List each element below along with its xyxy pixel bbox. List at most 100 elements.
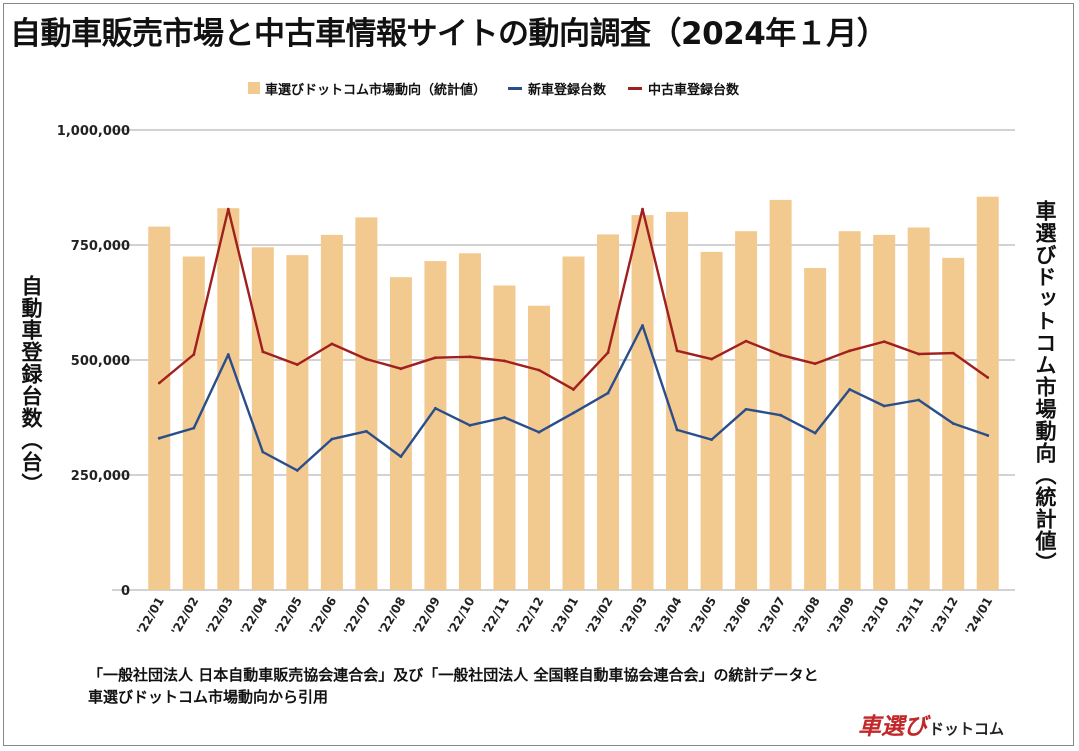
new-registrations-line-point [192,426,196,430]
new-registrations-line-point [779,413,783,417]
bar [804,268,827,590]
used-registrations-line-point [641,207,644,211]
legend-label-new: 新車登録台数 [528,82,607,98]
x-tick-label: '22/11 [479,595,512,638]
chart-title: 自動車販売市場と中古車情報サイトの動向調査（2024年１月） [10,16,888,52]
new-registrations-line-point [364,429,368,433]
bar [631,215,654,590]
x-tick-label: '22/09 [410,595,443,638]
used-registrations-line-point [779,353,783,357]
new-registrations-line-point [641,324,644,327]
bar [148,226,171,590]
used-registrations-line-point [951,351,955,355]
new-registrations-line-point [434,406,437,410]
used-registrations-line-point [606,351,610,355]
used-registrations-line-point [503,359,506,363]
x-tick-label: '23/01 [548,595,581,638]
new-registrations-line-point [261,450,265,454]
bar [597,234,620,591]
new-registrations-line-point [572,411,575,415]
bar [493,285,516,590]
x-tick-label: '23/03 [617,595,650,638]
used-registrations-line-point [261,350,265,354]
chart-frame [3,3,1074,746]
new-registrations-line-point [675,428,679,432]
legend-used-swatch [628,86,643,90]
legend: 車選びドットコム市場動向（統計値） 新車登録台数 中古車登録台数 [248,78,761,98]
new-registrations-line-point [710,438,713,441]
x-tick-label: '22/08 [376,595,409,638]
used-registrations-line-point [848,349,852,353]
x-tick-label: '24/01 [962,595,995,638]
bar [458,253,481,590]
new-registrations-line-point [295,469,299,472]
used-registrations-line-point [917,352,921,356]
bar [182,256,205,590]
x-tick-label: '22/10 [445,595,478,638]
x-tick-label: '23/06 [721,595,754,638]
bar [527,305,550,590]
new-registrations-line-point [951,422,955,425]
bar [700,251,723,590]
used-registrations-line-point [813,362,817,366]
x-tick-label: '23/11 [893,595,926,638]
used-registrations-line-point [226,207,230,211]
legend-item-new: 新車登録台数 [508,79,606,98]
new-registrations-line-point [468,423,472,427]
x-tick-label: '23/05 [686,595,719,638]
x-tick-label: '22/07 [341,595,374,638]
x-tick-label: '23/02 [583,595,616,638]
x-tick-label: '23/09 [824,595,857,638]
new-registrations-line-point [744,407,748,411]
used-registrations-line-point [192,353,196,356]
used-registrations-line-point [675,349,679,353]
bar [251,247,274,591]
used-registrations-line-point [710,357,713,361]
legend-bar-swatch [248,82,260,94]
new-registrations-line-point [330,437,334,441]
x-tick-label: '23/07 [755,595,788,638]
y-tick-label: 0 [121,584,130,599]
new-registrations-line-point [606,391,610,395]
y-axis-label-left: 自動車登録台数（台） [19,275,43,495]
used-registrations-line-point [468,355,472,359]
used-registrations-line-point [537,368,541,372]
source-note: 「一般社団法人 日本自動車販売協会連合会」及び「一般社団法人 全国軽自動車協会連… [88,664,1028,708]
x-tick-label: '23/04 [652,595,685,638]
x-tick-label: '22/06 [307,595,340,638]
x-tick-label: '22/03 [203,595,236,638]
x-tick-label: '23/08 [790,595,823,638]
x-tick-label: '22/05 [272,595,305,638]
new-registrations-line-point [882,404,886,408]
bar [769,199,792,591]
used-registrations-line-point [744,339,748,343]
legend-item-used: 中古車登録台数 [628,79,739,98]
used-registrations-line-point [295,363,299,366]
legend-item-site: 車選びドットコム市場動向（統計値） [248,79,486,98]
bar [562,256,585,590]
new-registrations-line-point [986,434,990,437]
brand-logo-main: 車選び [858,714,927,740]
y-tick-label: 1,000,000 [57,124,130,139]
bar [666,211,689,590]
bar [838,231,861,590]
bar [217,208,240,590]
source-line-1: 「一般社団法人 日本自動車販売協会連合会」及び「一般社団法人 全国軽自動車協会連… [88,666,819,684]
used-registrations-line-point [572,388,575,391]
x-tick-label: '22/01 [134,595,167,638]
used-registrations-line-point [364,357,368,361]
new-registrations-line-point [503,416,506,419]
bar [907,227,930,590]
x-tick-label: '23/12 [928,595,961,638]
x-tick-label: '22/02 [169,595,202,638]
y-axis-label-right: 車選びドットコム市場動向（統計値） [1033,200,1057,574]
y-tick-label: 250,000 [71,469,130,484]
used-registrations-line-point [882,340,886,343]
new-registrations-line-point [848,388,852,391]
used-registrations-line-point [434,356,437,360]
new-registrations-line-point [537,430,541,434]
used-registrations-line-point [986,376,990,379]
new-registrations-line-point [226,353,230,356]
used-registrations-line-point [330,342,334,346]
